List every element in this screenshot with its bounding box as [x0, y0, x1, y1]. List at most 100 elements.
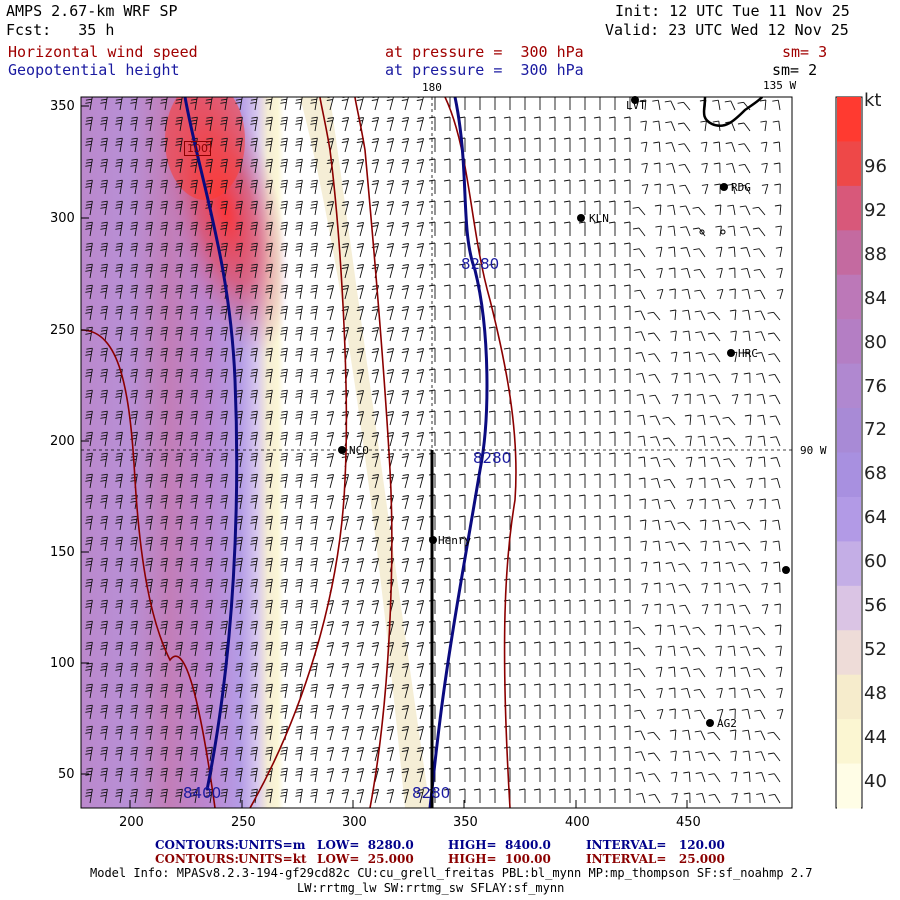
- contour-label-8280-top: 8280: [461, 255, 500, 273]
- colorbar-label: 48: [864, 682, 887, 704]
- colorbar-swatch: [837, 585, 861, 631]
- field-geopotential: Geopotential height: [8, 61, 180, 79]
- model-info-line1: Model Info: MPASv8.2.3-194-gf29cd82c CU:…: [90, 866, 813, 880]
- lon-label-180: 180: [422, 81, 442, 94]
- colorbar-unit: kt: [864, 90, 882, 111]
- contours-height-low: LOW= 8280.0: [317, 838, 414, 852]
- y-tick-100: 100: [50, 656, 75, 671]
- contour-label-8400: 8400: [183, 784, 222, 802]
- contours-height-interval: INTERVAL= 120.00: [586, 838, 725, 852]
- smoothing-2: sm= 2: [772, 61, 818, 79]
- pressure-level-2: at pressure = 300 hPa: [385, 61, 584, 79]
- contours-speed-units: UNITS=kt: [238, 852, 307, 866]
- y-tick-150: 150: [50, 545, 75, 560]
- axis-ticks: [81, 105, 688, 808]
- colorbar-label: 76: [864, 375, 887, 397]
- contours-speed-low: LOW= 25.000: [317, 852, 414, 866]
- height-contour-8400: [183, 97, 239, 791]
- wind-contour-25: [249, 97, 348, 808]
- model-info-line2: LW:rrtmg_lw SW:rrtmg_sw SFLAY:sf_mynn: [297, 881, 565, 895]
- colorbar-label: 92: [864, 199, 887, 221]
- station-lvt: LVT: [626, 99, 646, 112]
- contours-speed-label: CONTOURS:: [155, 852, 239, 866]
- colorbar-swatch: [837, 719, 861, 765]
- pressure-level-1: at pressure = 300 hPa: [385, 43, 584, 61]
- contour-label-8280-mid: 8280: [473, 449, 512, 467]
- calm-wind-marker: [699, 229, 705, 235]
- contour-label-100: 100: [184, 141, 211, 156]
- colorbar-label: 44: [864, 726, 887, 748]
- wind-contour-50: [81, 329, 216, 808]
- colorbar-label: 96: [864, 156, 887, 177]
- wind-barbs: [85, 97, 784, 804]
- x-tick-350: 350: [453, 815, 478, 830]
- calm-wind-marker: [720, 229, 726, 235]
- x-tick-300: 300: [342, 815, 367, 830]
- colorbar-label: 52: [864, 638, 887, 660]
- x-tick-250: 250: [231, 815, 256, 830]
- y-tick-250: 250: [50, 323, 75, 338]
- smoothing-1: sm= 3: [782, 43, 828, 61]
- colorbar-swatch: [837, 408, 861, 453]
- x-tick-450: 450: [676, 815, 701, 830]
- station-dots: [338, 96, 790, 727]
- station-rdg: RDG: [731, 181, 751, 194]
- low-speed-band: [300, 97, 430, 808]
- contours-height-label: CONTOURS:: [155, 838, 239, 852]
- colorbar-label: 40: [864, 770, 887, 792]
- colorbar-swatch: [837, 230, 861, 276]
- y-tick-350: 350: [50, 99, 75, 114]
- x-tick-200: 200: [119, 815, 144, 830]
- x-tick-400: 400: [565, 815, 590, 830]
- wind-barb-field: [85, 97, 784, 804]
- lon-label-135w: 135 W: [763, 79, 797, 92]
- contours-speed-high: HIGH= 100.00: [448, 852, 551, 866]
- colorbar-label: 84: [864, 287, 887, 309]
- wind-contour-25b: [354, 97, 393, 808]
- colorbar-swatch: [837, 674, 861, 720]
- height-contour-8280: [428, 97, 489, 808]
- colorbar-swatch: [837, 319, 861, 365]
- init-time: Init: 12 UTC Tue 11 Nov 25: [615, 2, 850, 20]
- y-tick-300: 300: [50, 211, 75, 226]
- colorbar-label: 56: [864, 595, 887, 616]
- jet-max-shading: [165, 97, 245, 200]
- colorbar-label: 64: [864, 507, 887, 529]
- colorbar-swatch: [837, 185, 861, 231]
- colorbar-swatch: [837, 363, 861, 409]
- station-ag2: AG2: [717, 717, 737, 730]
- wind-contour-east: [444, 97, 517, 808]
- colorbar-label: 80: [864, 331, 887, 353]
- colorbar-swatch: [837, 763, 861, 809]
- colorbar-swatch: [837, 274, 861, 320]
- colorbar-swatch: [837, 141, 861, 187]
- colorbar-swatch: [837, 630, 861, 676]
- forecast-hour: Fcst: 35 h: [6, 21, 115, 39]
- model-title: AMPS 2.67-km WRF SP: [6, 2, 178, 20]
- colorbar-swatches: [837, 97, 861, 809]
- colorbar-swatch: [837, 496, 861, 542]
- colorbar-label: 72: [864, 419, 887, 441]
- colorbar-label: 60: [864, 551, 887, 573]
- station-hrc: HRC: [738, 347, 758, 360]
- colorbar-label: 88: [864, 243, 887, 265]
- lon-label-90w: 90 W: [800, 444, 827, 457]
- colorbar-swatch: [837, 97, 861, 142]
- colorbar-swatch: [837, 452, 861, 498]
- contours-height-units: UNITS=m: [238, 838, 306, 852]
- contour-label-8280-bottom: 8280: [412, 784, 451, 802]
- field-wind-speed: Horizontal wind speed: [8, 43, 198, 61]
- plot-frame: [80, 96, 793, 809]
- y-tick-50: 50: [58, 767, 75, 782]
- contours-height-high: HIGH= 8400.0: [448, 838, 551, 852]
- colorbar-label: 68: [864, 463, 887, 485]
- valid-time: Valid: 23 UTC Wed 12 Nov 25: [605, 21, 849, 39]
- colorbar-swatch: [837, 541, 861, 587]
- station-henry: Henry: [438, 534, 472, 547]
- contours-speed-interval: INTERVAL= 25.000: [586, 852, 725, 866]
- station-nco: NCO: [349, 444, 369, 457]
- coastline: [702, 97, 764, 127]
- y-tick-200: 200: [50, 434, 75, 449]
- station-kln: KLN: [589, 212, 609, 225]
